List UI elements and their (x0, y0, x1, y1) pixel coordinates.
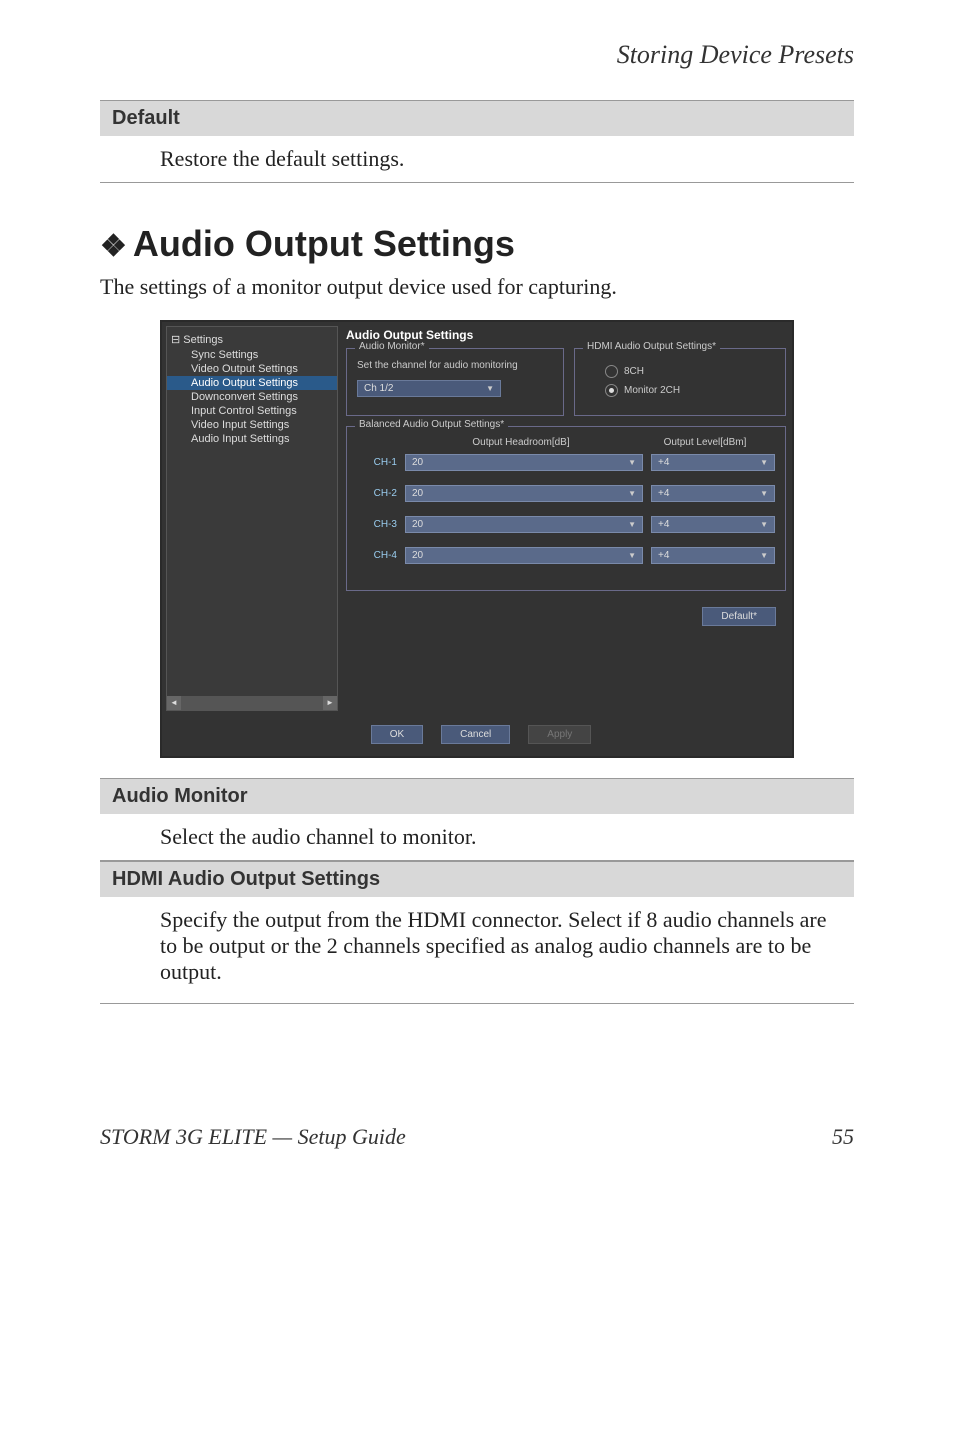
audio-monitor-section-label: Audio Monitor (100, 778, 854, 814)
hdmi-legend: HDMI Audio Output Settings* (583, 341, 720, 352)
channel-label: CH-2 (357, 488, 397, 499)
hdmi-section-text: Specify the output from the HDMI connect… (100, 897, 854, 1004)
radio-icon (605, 384, 618, 397)
audio-monitor-legend: Audio Monitor* (355, 341, 429, 352)
balanced-legend: Balanced Audio Output Settings* (355, 419, 508, 430)
tree-item[interactable]: Audio Input Settings (167, 432, 337, 446)
headroom-dropdown[interactable]: 20▼ (405, 516, 643, 533)
page-header-title: Storing Device Presets (100, 40, 854, 70)
tree-item[interactable]: Input Control Settings (167, 404, 337, 418)
hdmi-radio-option[interactable]: Monitor 2CH (605, 384, 775, 397)
tree-item[interactable]: Sync Settings (167, 348, 337, 362)
scroll-right-icon[interactable]: ► (323, 696, 337, 710)
headroom-dropdown[interactable]: 20▼ (405, 547, 643, 564)
header-headroom: Output Headroom[dB] (407, 437, 635, 448)
headroom-dropdown[interactable]: 20▼ (405, 454, 643, 471)
channel-label: CH-3 (357, 519, 397, 530)
channel-row: CH-1 20▼ +4▼ (357, 454, 775, 471)
channel-row: CH-3 20▼ +4▼ (357, 516, 775, 533)
audio-monitor-text: Set the channel for audio monitoring (357, 359, 553, 372)
tree-item[interactable]: Video Output Settings (167, 362, 337, 376)
settings-dialog: ⊟ Settings Sync SettingsVideo Output Set… (160, 320, 794, 758)
radio-label: 8CH (624, 366, 644, 377)
channel-label: CH-4 (357, 550, 397, 561)
main-heading-text: Audio Output Settings (133, 223, 515, 264)
default-button[interactable]: Default* (702, 607, 776, 626)
ok-button[interactable]: OK (371, 725, 423, 744)
chevron-down-icon: ▼ (486, 384, 494, 393)
audio-monitor-value: Ch 1/2 (364, 383, 393, 394)
hdmi-radio-option[interactable]: 8CH (605, 365, 775, 378)
tree-item[interactable]: Audio Output Settings (167, 376, 337, 390)
level-dropdown[interactable]: +4▼ (651, 454, 775, 471)
default-section-text: Restore the default settings. (100, 136, 854, 183)
level-dropdown[interactable]: +4▼ (651, 485, 775, 502)
channel-row: CH-4 20▼ +4▼ (357, 547, 775, 564)
audio-monitor-section-text: Select the audio channel to monitor. (100, 814, 854, 861)
tree-item[interactable]: Downconvert Settings (167, 390, 337, 404)
channel-label: CH-1 (357, 457, 397, 468)
level-dropdown[interactable]: +4▼ (651, 516, 775, 533)
audio-monitor-dropdown[interactable]: Ch 1/2 ▼ (357, 380, 501, 397)
apply-button[interactable]: Apply (528, 725, 591, 744)
scroll-left-icon[interactable]: ◄ (167, 696, 181, 710)
balanced-group: Balanced Audio Output Settings* Output H… (346, 426, 786, 591)
header-level: Output Level[dBm] (635, 437, 775, 448)
audio-monitor-group: Audio Monitor* Set the channel for audio… (346, 348, 564, 416)
settings-tree[interactable]: ⊟ Settings Sync SettingsVideo Output Set… (166, 326, 338, 711)
channel-row: CH-2 20▼ +4▼ (357, 485, 775, 502)
scroll-thumb[interactable] (183, 698, 303, 708)
headroom-dropdown[interactable]: 20▼ (405, 485, 643, 502)
main-heading: ❖Audio Output Settings (100, 223, 854, 265)
default-section-label: Default (100, 100, 854, 136)
tree-root[interactable]: ⊟ Settings (167, 331, 337, 348)
tree-item[interactable]: Video Input Settings (167, 418, 337, 432)
radio-label: Monitor 2CH (624, 385, 680, 396)
radio-icon (605, 365, 618, 378)
hdmi-section-label: HDMI Audio Output Settings (100, 861, 854, 897)
diamond-icon: ❖ (100, 230, 127, 263)
page-number: 55 (832, 1124, 854, 1150)
level-dropdown[interactable]: +4▼ (651, 547, 775, 564)
cancel-button[interactable]: Cancel (441, 725, 510, 744)
tree-scrollbar[interactable]: ◄ ► (167, 696, 337, 710)
intro-text: The settings of a monitor output device … (100, 273, 854, 302)
footer-left: STORM 3G ELITE — Setup Guide (100, 1124, 406, 1150)
hdmi-group: HDMI Audio Output Settings* 8CHMonitor 2… (574, 348, 786, 416)
